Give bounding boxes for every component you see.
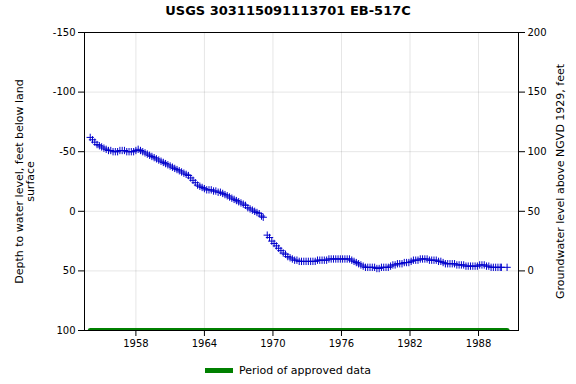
svg-text:Depth to water level, feet bel: Depth to water level, feet below landsur… xyxy=(13,79,37,284)
svg-text:-100: -100 xyxy=(53,86,76,97)
svg-text:150: 150 xyxy=(528,86,547,97)
svg-text:0: 0 xyxy=(528,265,534,276)
svg-text:1964: 1964 xyxy=(192,338,217,349)
svg-text:50: 50 xyxy=(63,265,76,276)
html-text:USGS 303115091113701 EB-517C: USGS 303115091113701 EB-517C xyxy=(165,3,411,18)
svg-text:-150: -150 xyxy=(53,27,76,38)
svg-text:-50: -50 xyxy=(59,146,75,157)
svg-text:Groundwater level above NGVD 1: Groundwater level above NGVD 1929, feet xyxy=(554,63,567,299)
html-text:Period of approved data: Period of approved data xyxy=(238,363,372,377)
svg-text:1970: 1970 xyxy=(260,338,285,349)
svg-text:200: 200 xyxy=(528,27,547,38)
svg-text:50: 50 xyxy=(528,206,541,217)
svg-text:100: 100 xyxy=(56,325,75,336)
svg-text:100: 100 xyxy=(528,146,547,157)
svg-text:0: 0 xyxy=(69,206,75,217)
svg-text:1958: 1958 xyxy=(123,338,148,349)
svg-text:1982: 1982 xyxy=(397,338,422,349)
svg-text:1976: 1976 xyxy=(329,338,354,349)
svg-text:1988: 1988 xyxy=(466,338,491,349)
